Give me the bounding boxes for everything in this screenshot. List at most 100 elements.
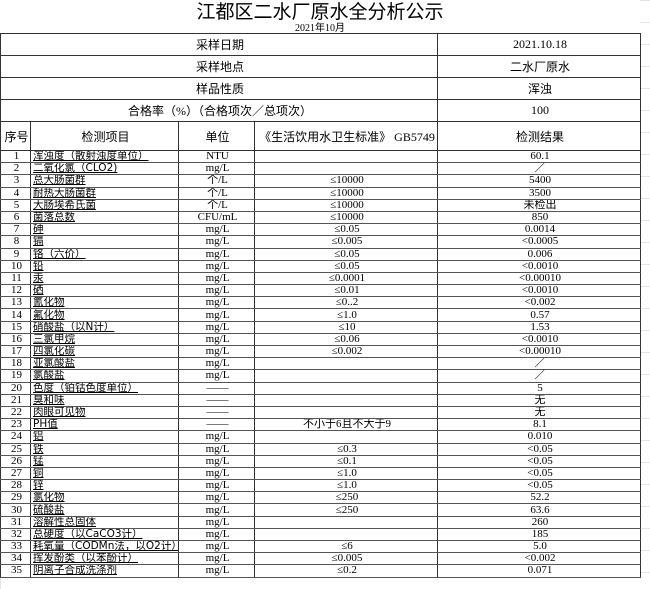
cell-item[interactable]: 总硬度（以CaCO3计）: [30, 527, 179, 542]
cell-unit[interactable]: 个/L: [178, 186, 255, 200]
cell-standard[interactable]: ≤0.1: [253, 454, 439, 468]
cell-item[interactable]: 硒: [30, 284, 179, 298]
cell-unit[interactable]: mg/L: [178, 344, 255, 359]
cell-result[interactable]: 1.53: [437, 320, 642, 334]
cell-result[interactable]: 0.57: [437, 308, 642, 322]
cell-item[interactable]: 耗氧量（CODMn法，以O2计）: [30, 539, 179, 554]
cell-item[interactable]: 氟化物: [30, 308, 179, 322]
cell-unit[interactable]: 个/L: [178, 198, 255, 212]
cell-unit[interactable]: mg/L: [178, 235, 255, 249]
header-item[interactable]: 检测项目: [30, 121, 179, 151]
cell-result[interactable]: 无: [437, 393, 642, 407]
cell-unit[interactable]: mg/L: [178, 284, 255, 298]
cell-standard[interactable]: ≤0.0001: [253, 271, 439, 286]
cell-standard[interactable]: [253, 405, 439, 420]
cell-unit[interactable]: mg/L: [178, 491, 255, 505]
cell-unit[interactable]: mg/L: [178, 430, 255, 444]
cell-seq[interactable]: 18: [0, 357, 31, 371]
cell-item[interactable]: 铁: [30, 442, 179, 456]
cell-standard[interactable]: ≤10000: [253, 198, 439, 212]
cell-standard[interactable]: ≤1.0: [253, 308, 439, 322]
cell-standard[interactable]: ≤10000: [253, 186, 439, 200]
cell-standard[interactable]: ≤0.002: [253, 344, 439, 359]
cell-unit[interactable]: mg/L: [178, 369, 255, 383]
cell-seq[interactable]: 32: [0, 527, 31, 542]
cell-seq[interactable]: 23: [0, 418, 31, 432]
cell-seq[interactable]: 2: [0, 162, 31, 176]
cell-result[interactable]: ／: [437, 369, 642, 383]
cell-unit[interactable]: mg/L: [178, 515, 255, 529]
cell-result[interactable]: 60.1: [437, 149, 642, 164]
cell-unit[interactable]: mg/L: [178, 223, 255, 237]
cell-unit[interactable]: CFU/mL: [178, 210, 255, 225]
cell-standard[interactable]: ≤1.0: [253, 466, 439, 481]
cell-standard[interactable]: ≤0.01: [253, 284, 439, 298]
cell-item[interactable]: 亚氯酸盐: [30, 357, 179, 371]
cell-unit[interactable]: NTU: [178, 149, 255, 164]
cell-item[interactable]: 锌: [30, 479, 179, 493]
cell-standard[interactable]: ≤0.005: [253, 235, 439, 249]
cell-unit[interactable]: mg/L: [178, 564, 255, 578]
cell-item[interactable]: 臭和味: [30, 393, 179, 407]
cell-unit[interactable]: mg/L: [178, 539, 255, 554]
cell-item[interactable]: 氯酸盐: [30, 369, 179, 383]
cell-item[interactable]: 汞: [30, 271, 179, 286]
cell-result[interactable]: 5.0: [437, 539, 642, 554]
cell-seq[interactable]: 24: [0, 430, 31, 444]
cell-unit[interactable]: mg/L: [178, 320, 255, 334]
cell-standard[interactable]: [253, 369, 439, 383]
cell-unit[interactable]: mg/L: [178, 247, 255, 261]
cell-result[interactable]: <0.0005: [437, 235, 642, 249]
header-unit[interactable]: 单位: [178, 121, 255, 151]
cell-standard[interactable]: ≤10: [253, 320, 439, 334]
cell-seq[interactable]: 3: [0, 174, 31, 188]
cell-item[interactable]: 镉: [30, 235, 179, 249]
cell-result[interactable]: 5: [437, 381, 642, 395]
cell-seq[interactable]: 34: [0, 552, 31, 566]
cell-standard[interactable]: ≤1.0: [253, 479, 439, 493]
cell-item[interactable]: 硫酸盐: [30, 503, 179, 517]
cell-seq[interactable]: 29: [0, 491, 31, 505]
cell-seq[interactable]: 1: [0, 149, 31, 164]
cell-standard[interactable]: ≤6: [253, 539, 439, 554]
cell-result[interactable]: 63.6: [437, 503, 642, 517]
cell-standard[interactable]: ≤10000: [253, 174, 439, 188]
cell-item[interactable]: 铬（六价）: [30, 247, 179, 261]
cell-seq[interactable]: 14: [0, 308, 31, 322]
cell-unit[interactable]: ——: [178, 393, 255, 407]
cell-standard[interactable]: ≤0.05: [253, 223, 439, 237]
cell-result[interactable]: ／: [437, 162, 642, 176]
cell-result[interactable]: 3500: [437, 186, 642, 200]
cell-seq[interactable]: 25: [0, 442, 31, 456]
cell-unit[interactable]: mg/L: [178, 479, 255, 493]
cell-unit[interactable]: mg/L: [178, 454, 255, 468]
cell-item[interactable]: 挥发酚类（以苯酚计）: [30, 552, 179, 566]
cell-seq[interactable]: 4: [0, 186, 31, 200]
cell-result[interactable]: 0.006: [437, 247, 642, 261]
cell-seq[interactable]: 22: [0, 405, 31, 420]
cell-unit[interactable]: mg/L: [178, 357, 255, 371]
cell-standard[interactable]: [253, 149, 439, 164]
cell-item[interactable]: PH值: [30, 418, 179, 432]
header-seq[interactable]: 序号: [0, 121, 31, 151]
cell-seq[interactable]: 30: [0, 503, 31, 517]
cell-item[interactable]: 铜: [30, 466, 179, 481]
cell-unit[interactable]: ——: [178, 381, 255, 395]
cell-seq[interactable]: 16: [0, 332, 31, 347]
cell-result[interactable]: <0.00010: [437, 271, 642, 286]
cell-standard[interactable]: ≤0.005: [253, 552, 439, 566]
cell-result[interactable]: 8.1: [437, 418, 642, 432]
cell-unit[interactable]: mg/L: [178, 308, 255, 322]
cell-result[interactable]: 0.0014: [437, 223, 642, 237]
cell-result[interactable]: 52.2: [437, 491, 642, 505]
cell-item[interactable]: 菌落总数: [30, 210, 179, 225]
cell-result[interactable]: <0.05: [437, 466, 642, 481]
cell-result[interactable]: 260: [437, 515, 642, 529]
cell-result[interactable]: <0.05: [437, 442, 642, 456]
cell-unit[interactable]: mg/L: [178, 503, 255, 517]
cell-standard[interactable]: [253, 527, 439, 542]
cell-item[interactable]: 铅: [30, 259, 179, 273]
cell-result[interactable]: ／: [437, 357, 642, 371]
cell-unit[interactable]: mg/L: [178, 466, 255, 481]
cell-item[interactable]: 二氧化氯（CLO2): [30, 162, 179, 176]
